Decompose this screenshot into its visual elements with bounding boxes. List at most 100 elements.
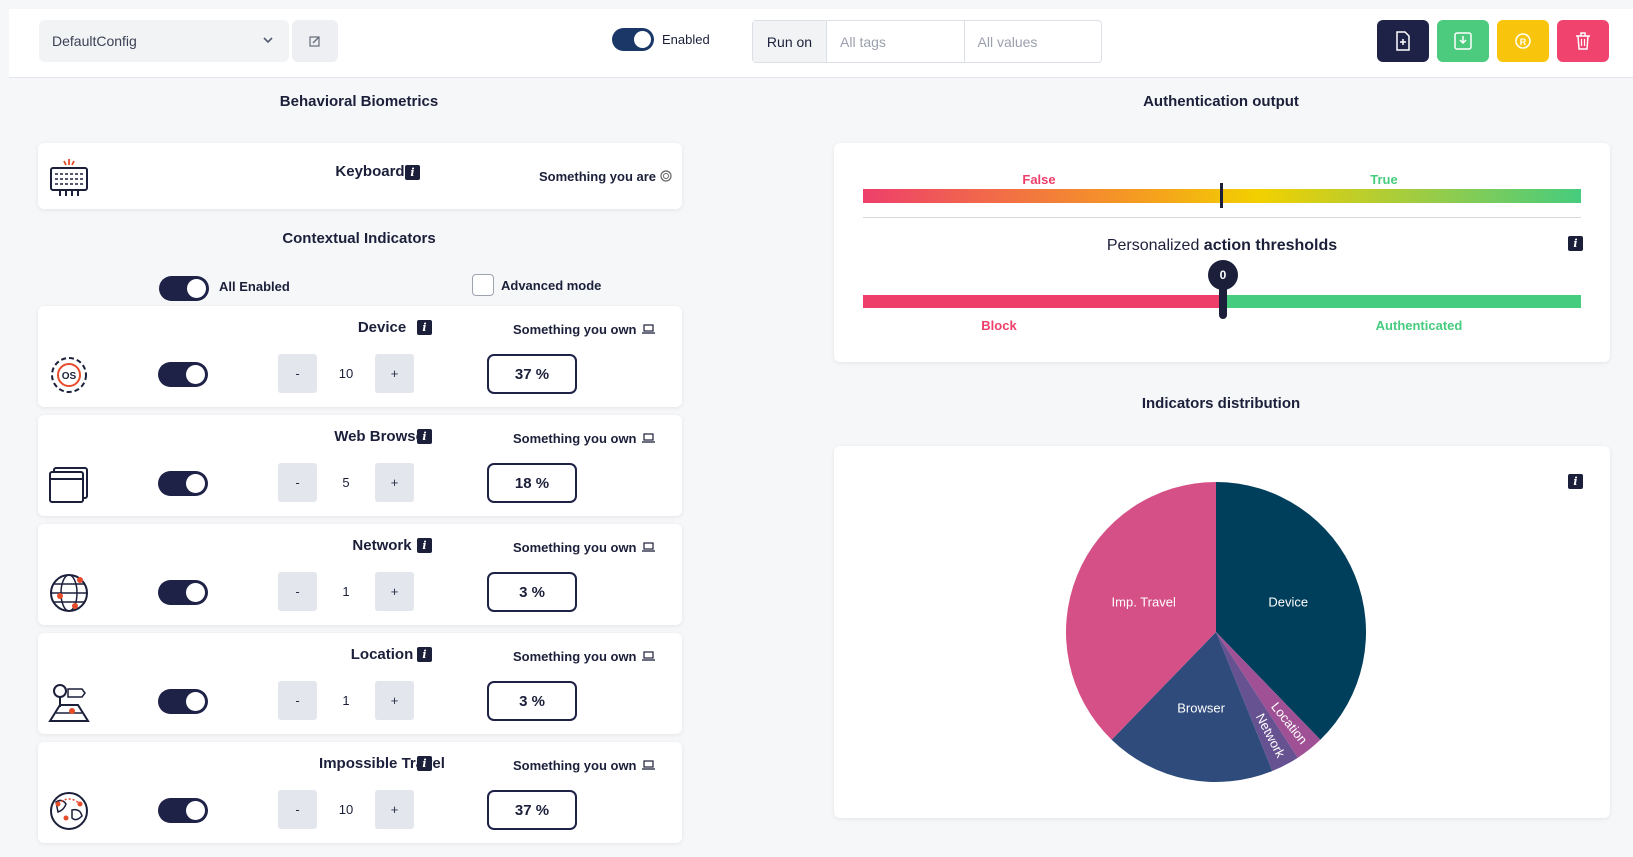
auth-output-marker	[1220, 183, 1223, 208]
impossible-travel-toggle[interactable]	[158, 798, 208, 823]
divider	[863, 217, 1581, 218]
percent-box: 3 %	[487, 572, 577, 612]
device-info-icon[interactable]: i	[417, 320, 432, 335]
weight-value[interactable]: 5	[342, 475, 350, 490]
pie-slice-imp-travel[interactable]	[1066, 482, 1216, 740]
thresholds-info-icon[interactable]: i	[1568, 236, 1583, 251]
network-info-icon[interactable]: i	[417, 538, 432, 553]
globe-network-icon	[50, 574, 88, 612]
indicator-name: Network	[352, 537, 412, 554]
distribution-info-icon[interactable]: i	[1568, 474, 1583, 489]
fingerprint-icon	[660, 170, 672, 182]
svg-text:OS: OS	[62, 371, 77, 382]
impossible-travel-info-icon[interactable]: i	[417, 756, 432, 771]
indicator-category: Something you own	[513, 758, 656, 773]
distribution-card: i Device Location Network Browser Imp. Trave…	[834, 446, 1610, 818]
enabled-toggle[interactable]	[612, 28, 654, 51]
pie-slice-device[interactable]	[1216, 482, 1366, 740]
laptop-icon	[642, 760, 656, 770]
indicator-category-label: Something you own	[513, 649, 637, 664]
values-select[interactable]: All values	[977, 33, 1038, 50]
percent-box: 37 %	[487, 790, 577, 830]
increment-button[interactable]: +	[375, 463, 414, 502]
indicator-category-label: Something you own	[513, 431, 637, 446]
block-label: Block	[981, 318, 1017, 333]
network-weight-stepper: - 1 +	[278, 572, 414, 611]
impossible-travel-weight-stepper: - 10 +	[278, 790, 414, 829]
location-weight-stepper: - 1 +	[278, 681, 414, 720]
all-enabled-toggle[interactable]	[159, 276, 209, 301]
indicator-card-location: Location i Something you own - 1 + 3 %	[38, 633, 682, 734]
delete-button[interactable]	[1557, 20, 1609, 62]
svg-text:R: R	[1520, 37, 1527, 47]
indicator-category: Something you own	[513, 431, 656, 446]
file-plus-icon	[1396, 31, 1410, 51]
weight-value[interactable]: 10	[338, 366, 354, 381]
pie-slice-browser[interactable]	[1111, 632, 1273, 782]
reset-icon: R	[1515, 33, 1531, 49]
increment-button[interactable]: +	[375, 354, 414, 393]
decrement-button[interactable]: -	[278, 681, 317, 720]
thresholds-title-bold: action thresholds	[1203, 237, 1338, 254]
config-select[interactable]: DefaultConfig	[39, 20, 289, 62]
laptop-icon	[642, 433, 656, 443]
block-range-bar	[863, 295, 1223, 308]
advanced-mode-checkbox[interactable]	[472, 274, 494, 296]
download-button[interactable]	[1437, 20, 1489, 62]
pie-slice-location[interactable]	[1216, 632, 1321, 758]
location-info-icon[interactable]: i	[417, 647, 432, 662]
keyboard-typing-icon	[50, 159, 88, 196]
network-toggle[interactable]	[158, 580, 208, 605]
indicator-name: Device	[357, 319, 407, 336]
web-browser-info-icon[interactable]: i	[417, 429, 432, 444]
increment-button[interactable]: +	[375, 681, 414, 720]
indicator-category: Something you own	[513, 540, 656, 555]
decrement-button[interactable]: -	[278, 790, 317, 829]
threshold-slider-handle[interactable]: 0	[1208, 260, 1238, 290]
location-toggle[interactable]	[158, 689, 208, 714]
weight-value[interactable]: 1	[342, 693, 350, 708]
tags-select[interactable]: All tags	[827, 21, 965, 62]
indicator-name: Impossible Travel	[319, 755, 445, 772]
indicator-category: Something you own	[513, 649, 656, 664]
indicator-card-impossible-travel: Impossible Travel i Something you own - …	[38, 742, 682, 843]
reset-button[interactable]: R	[1497, 20, 1549, 62]
laptop-icon	[642, 324, 656, 334]
weight-value[interactable]: 10	[338, 802, 354, 817]
laptop-icon	[642, 542, 656, 552]
decrement-button[interactable]: -	[278, 572, 317, 611]
indicator-category-label: Something you own	[513, 758, 637, 773]
keyboard-info-icon[interactable]: i	[405, 165, 420, 180]
edit-config-button[interactable]	[292, 20, 338, 62]
authenticated-label: Authenticated	[1375, 318, 1463, 333]
false-label: False	[1022, 172, 1056, 187]
keyboard-category: Something you are	[539, 169, 672, 184]
keyboard-card: Keyboard i Something you are	[38, 143, 682, 209]
pie-label: Device	[1268, 595, 1308, 610]
pie-label: Imp. Travel	[1112, 595, 1176, 610]
authenticated-range-bar	[1223, 295, 1581, 308]
web-browser-weight-stepper: - 5 +	[278, 463, 414, 502]
indicator-name: Web Browser	[334, 428, 430, 445]
weight-value[interactable]: 1	[342, 584, 350, 599]
edit-icon	[309, 36, 320, 47]
run-on-label: Run on	[753, 21, 827, 62]
new-config-button[interactable]	[1377, 20, 1429, 62]
indicator-card-network: Network i Something you own - 1 + 3 %	[38, 524, 682, 625]
increment-button[interactable]: +	[375, 790, 414, 829]
indicator-name: Location	[350, 646, 414, 663]
decrement-button[interactable]: -	[278, 354, 317, 393]
threshold-slider-stem[interactable]	[1219, 283, 1227, 319]
pie-slice-network[interactable]	[1216, 632, 1298, 772]
indicator-category-label: Something you own	[513, 540, 637, 555]
decrement-button[interactable]: -	[278, 463, 317, 502]
browser-window-icon	[49, 467, 88, 503]
pie-label: Browser	[1177, 701, 1225, 716]
web-browser-toggle[interactable]	[158, 471, 208, 496]
indicator-category-label: Something you own	[513, 322, 637, 337]
increment-button[interactable]: +	[375, 572, 414, 611]
top-toolbar: DefaultConfig Enabled Run on All tags Al…	[9, 9, 1633, 78]
device-toggle[interactable]	[158, 362, 208, 387]
percent-box: 18 %	[487, 463, 577, 503]
